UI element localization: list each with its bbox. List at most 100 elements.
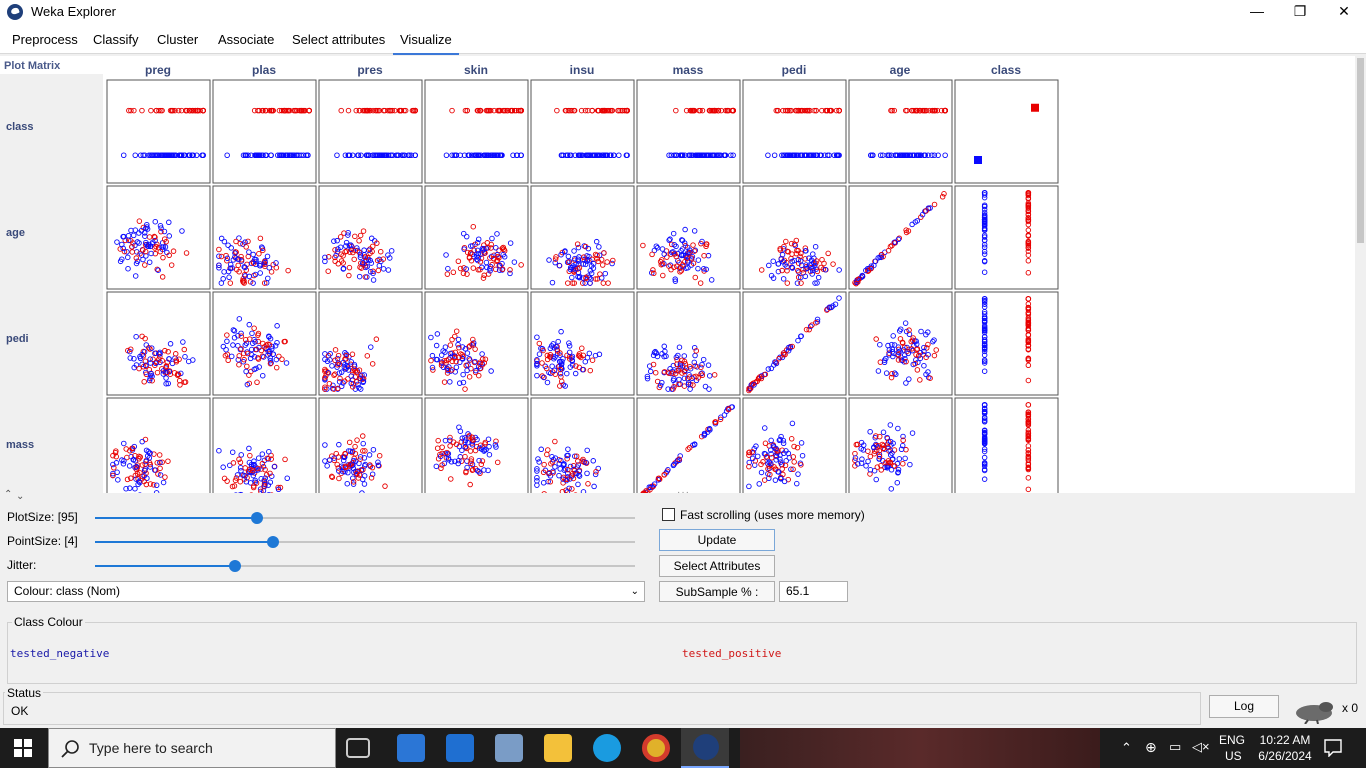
scatter-cell-pedi-plas[interactable] <box>212 291 317 396</box>
scatter-cell-age-pedi[interactable] <box>742 185 847 290</box>
tab-visualize[interactable]: Visualize <box>393 32 459 55</box>
scatter-cell-pedi-preg[interactable] <box>106 291 211 396</box>
scrollbar-thumb[interactable] <box>1357 58 1364 243</box>
scatter-cell-class-pedi[interactable] <box>742 79 847 184</box>
scatter-cell-pedi-age[interactable] <box>848 291 953 396</box>
task-view-icon[interactable] <box>346 738 370 758</box>
data-point <box>227 265 234 272</box>
point-size-slider-thumb[interactable] <box>267 536 280 548</box>
point-size-slider[interactable] <box>95 536 635 548</box>
clock-time[interactable]: 10:22 AM <box>1259 733 1311 747</box>
scatter-cell-mass-mass[interactable] <box>636 397 741 493</box>
fast-scrolling-checkbox[interactable] <box>662 508 675 521</box>
scatter-cell-mass-preg[interactable] <box>106 397 211 493</box>
jitter-slider[interactable] <box>95 560 635 572</box>
scatter-cell-pedi-pedi[interactable] <box>742 291 847 396</box>
scatter-cell-age-plas[interactable] <box>212 185 317 290</box>
scatter-cell-mass-insu[interactable] <box>530 397 635 493</box>
mail-icon[interactable] <box>446 734 474 762</box>
scatter-cell-age-mass[interactable] <box>636 185 741 290</box>
edge-browser-icon[interactable] <box>593 734 621 762</box>
scatter-cell-class-skin[interactable] <box>424 79 529 184</box>
tab-select-attributes[interactable]: Select attributes <box>292 32 386 47</box>
scatter-cell-mass-pedi[interactable] <box>742 397 847 493</box>
globe-icon[interactable]: ⊕ <box>1145 739 1157 755</box>
plot-size-slider[interactable] <box>95 512 635 524</box>
scatter-cell-pedi-pres[interactable] <box>318 291 423 396</box>
data-point <box>142 233 148 239</box>
chrome-browser-icon[interactable] <box>642 734 670 762</box>
clock-date[interactable]: 6/26/2024 <box>1258 749 1312 763</box>
weka-taskbar-button[interactable] <box>681 728 729 768</box>
subsample-input[interactable]: 65.1 <box>779 581 848 602</box>
scatter-cell-age-age[interactable] <box>848 185 953 290</box>
scatter-cell-class-class[interactable] <box>954 79 1059 184</box>
data-point <box>507 267 513 273</box>
weka-bird-icon[interactable] <box>1290 696 1338 724</box>
tab-preprocess[interactable]: Preprocess <box>12 32 78 47</box>
scatter-cell-age-skin[interactable] <box>424 185 529 290</box>
jitter-slider-thumb[interactable] <box>229 560 242 572</box>
data-point <box>647 486 653 493</box>
battery-icon[interactable]: ▭ <box>1169 739 1182 754</box>
scatter-cell-pedi-insu[interactable] <box>530 291 635 396</box>
volume-muted-icon[interactable]: ◁× <box>1192 739 1210 754</box>
data-point <box>1025 248 1032 254</box>
scatter-cell-class-mass[interactable] <box>636 79 741 184</box>
close-button[interactable]: ✕ <box>1338 3 1350 19</box>
region-indicator[interactable]: US <box>1225 749 1242 763</box>
matrix-vertical-scrollbar[interactable] <box>1355 56 1366 493</box>
plot-size-slider-thumb[interactable] <box>251 512 263 524</box>
splitter-grip-icon[interactable]: ··· <box>677 487 690 498</box>
scatter-cell-age-preg[interactable] <box>106 185 211 290</box>
taskbar-search[interactable]: Type here to search <box>48 728 336 768</box>
scatter-cell-age-class[interactable] <box>954 185 1059 290</box>
scatter-cell-mass-plas[interactable] <box>212 397 317 493</box>
select-attributes-button[interactable]: Select Attributes <box>659 555 775 577</box>
scatter-cell-pedi-skin[interactable] <box>424 291 529 396</box>
scatter-cell-class-pres[interactable] <box>318 79 423 184</box>
class-positive-label[interactable]: tested_positive <box>682 647 782 660</box>
scatter-cell-mass-class[interactable] <box>954 397 1059 493</box>
scatter-plot-matrix[interactable] <box>0 56 1355 493</box>
scatter-cell-mass-age[interactable] <box>848 397 953 493</box>
log-button[interactable]: Log <box>1209 695 1279 718</box>
collapse-up-icon[interactable]: ⌃ <box>4 489 13 500</box>
tab-classify[interactable]: Classify <box>93 32 139 47</box>
network-drive-icon[interactable] <box>495 734 523 762</box>
data-point <box>242 342 248 348</box>
data-point <box>758 469 765 476</box>
scatter-cell-mass-skin[interactable] <box>424 397 529 493</box>
search-placeholder[interactable]: Type here to search <box>89 740 213 756</box>
microsoft-store-icon[interactable] <box>397 734 425 762</box>
panel-splitter[interactable]: ⌃ ⌄ ··· <box>0 487 1366 502</box>
file-explorer-icon[interactable] <box>544 734 572 762</box>
scatter-cell-class-insu[interactable] <box>530 79 635 184</box>
subsample-button[interactable]: SubSample % : <box>659 581 775 602</box>
scatter-cell-pedi-mass[interactable] <box>636 291 741 396</box>
colour-select[interactable]: Colour: class (Nom) ⌄ <box>7 581 645 602</box>
language-indicator[interactable]: ENG <box>1219 733 1246 747</box>
data-point <box>291 107 297 114</box>
data-point <box>564 370 570 377</box>
collapse-down-icon[interactable]: ⌄ <box>16 491 25 502</box>
maximize-button[interactable]: ❐ <box>1293 3 1307 19</box>
windows-start-icon[interactable] <box>14 739 32 757</box>
scatter-cell-age-insu[interactable] <box>530 185 635 290</box>
minimize-button[interactable]: — <box>1250 3 1264 19</box>
data-point <box>447 434 453 441</box>
update-button[interactable]: Update <box>659 529 775 551</box>
scatter-cell-pedi-class[interactable] <box>954 291 1059 396</box>
tab-cluster[interactable]: Cluster <box>157 32 199 47</box>
scatter-cell-class-preg[interactable] <box>106 79 211 184</box>
scatter-cell-mass-pres[interactable] <box>318 397 423 493</box>
notification-icon[interactable] <box>1324 739 1342 757</box>
data-point <box>160 254 166 261</box>
column-header-mass: mass <box>672 63 704 77</box>
tab-associate[interactable]: Associate <box>218 32 275 47</box>
chevron-up-icon[interactable]: ⌃ <box>1121 740 1132 755</box>
class-negative-label[interactable]: tested_negative <box>10 647 110 660</box>
scatter-cell-age-pres[interactable] <box>318 185 423 290</box>
scatter-cell-class-plas[interactable] <box>212 79 317 184</box>
scatter-cell-class-age[interactable] <box>848 79 953 184</box>
